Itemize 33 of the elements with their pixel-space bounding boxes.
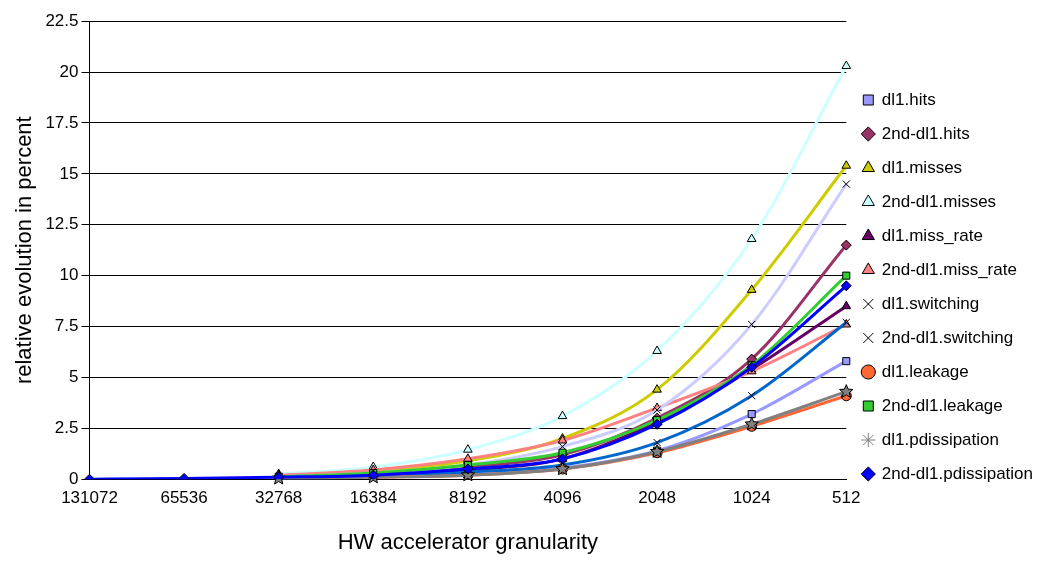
legend-label: dl1.switching <box>881 293 980 313</box>
x-axis-title: HW accelerator granularity <box>337 528 599 554</box>
x-tick-label: 2048 <box>638 488 676 508</box>
x-tick-label: 65536 <box>160 488 208 508</box>
legend-label: 2nd-dl1.misses <box>881 191 997 211</box>
y-tick-label: 15 <box>59 163 79 183</box>
x-tick-label: 1024 <box>732 488 771 508</box>
legend-label: dl1.leakage <box>881 361 969 381</box>
legend-label: 2nd-dl1.hits <box>881 123 970 143</box>
x-tick-label: 4096 <box>543 488 582 508</box>
legend-label: dl1.miss_rate <box>881 225 983 245</box>
y-tick-label: 22.5 <box>45 10 79 30</box>
y-tick-label: 12.5 <box>45 214 79 234</box>
y-axis-title: relative evolution in percent <box>11 116 37 385</box>
y-tick-label: 20 <box>59 61 79 81</box>
x-tick-label: 16384 <box>349 488 397 508</box>
legend-label: 2nd-dl1.leakage <box>881 395 1003 415</box>
legend-label: dl1.misses <box>881 157 963 177</box>
x-tick-label: 8192 <box>448 488 487 508</box>
legend-label: 2nd-dl1.switching <box>881 327 1014 347</box>
legend-label: dl1.hits <box>881 89 936 109</box>
y-tick-label: 0 <box>69 468 79 488</box>
legend-label: 2nd-dl1.miss_rate <box>881 259 1017 279</box>
x-tick-label: 512 <box>832 488 861 508</box>
x-tick-label: 131072 <box>61 488 118 508</box>
y-tick-label: 17.5 <box>45 112 79 132</box>
legend-label: 2nd-dl1.pdissipation <box>881 463 1033 483</box>
x-tick-label: 32768 <box>255 488 303 508</box>
legend-label: dl1.pdissipation <box>881 429 999 449</box>
y-tick-label: 2.5 <box>54 418 79 437</box>
y-tick-label: 7.5 <box>54 316 79 336</box>
y-tick-label: 5 <box>69 367 79 387</box>
y-tick-label: 10 <box>59 265 79 285</box>
